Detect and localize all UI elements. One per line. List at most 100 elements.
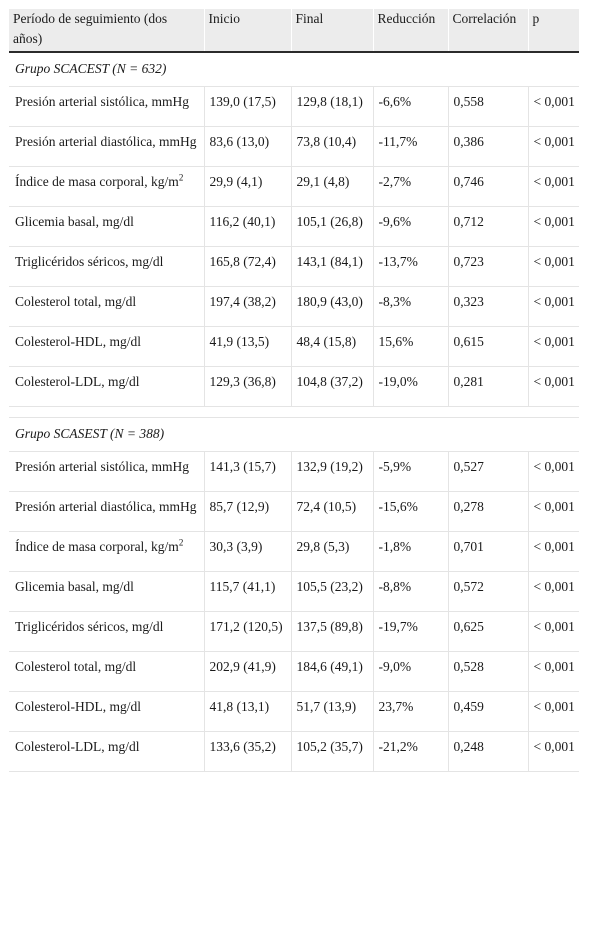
header-row: Período de seguimiento (dos años) Inicio…: [9, 9, 579, 53]
row-label: Presión arterial sistólica, mmHg: [9, 451, 205, 492]
row-label-text: Colesterol total, mg/dl: [15, 659, 137, 674]
cell-correlacion: 0,248: [448, 731, 529, 772]
table-row: Índice de masa corporal, kg/m2 30,3 (3,9)…: [9, 531, 579, 572]
table-row: Colesterol total, mg/dl 197,4 (38,2) 180,9…: [9, 286, 579, 327]
table-row: Colesterol-LDL, mg/dl 133,6 (35,2) 105,2 (…: [9, 731, 579, 772]
row-label-text: Colesterol-HDL, mg/dl: [15, 334, 141, 349]
row-label: Triglicéridos séricos, mg/dl: [9, 246, 205, 287]
row-label-superscript: 2: [178, 172, 184, 183]
row-label-text: Colesterol-LDL, mg/dl: [15, 739, 140, 754]
row-label-text: Índice de masa corporal, kg/m: [15, 539, 179, 554]
cell-inicio: 115,7 (41,1): [204, 571, 292, 612]
row-label-text: Presión arterial diastólica, mmHg: [15, 499, 197, 514]
cell-inicio: 41,8 (13,1): [204, 691, 292, 732]
table-row: Colesterol-HDL, mg/dl 41,9 (13,5) 48,4 (15…: [9, 326, 579, 367]
spacer-cell: [9, 406, 579, 418]
cell-final: 72,4 (10,5): [291, 491, 374, 532]
cell-reduccion: -8,3%: [373, 286, 449, 327]
cell-inicio: 197,4 (38,2): [204, 286, 292, 327]
group-spacer-row: [9, 406, 579, 418]
cell-reduccion: 15,6%: [373, 326, 449, 367]
table-row: Colesterol-LDL, mg/dl 129,3 (36,8) 104,8 (…: [9, 366, 579, 407]
table-row: Presión arterial sistólica, mmHg 141,3 (1…: [9, 451, 579, 492]
cell-final: 73,8 (10,4): [291, 126, 374, 167]
cell-reduccion: 23,7%: [373, 691, 449, 732]
cell-correlacion: 0,323: [448, 286, 529, 327]
cell-correlacion: 0,701: [448, 531, 529, 572]
cell-correlacion: 0,615: [448, 326, 529, 367]
cell-correlacion: 0,712: [448, 206, 529, 247]
row-label-text: Presión arterial diastólica, mmHg: [15, 134, 197, 149]
table-body: Grupo SCACEST (N = 632) Presión arterial …: [9, 52, 579, 772]
table-header: Período de seguimiento (dos años) Inicio…: [9, 9, 579, 53]
row-label-text: Triglicéridos séricos, mg/dl: [15, 254, 164, 269]
cell-p: < 0,001: [528, 451, 579, 492]
cell-final: 48,4 (15,8): [291, 326, 374, 367]
group-title: Grupo SCASEST (N = 388): [9, 417, 579, 452]
cell-p: < 0,001: [528, 731, 579, 772]
cell-final: 137,5 (89,8): [291, 611, 374, 652]
cell-inicio: 41,9 (13,5): [204, 326, 292, 367]
table-row: Glicemia basal, mg/dl 115,7 (41,1) 105,5 (…: [9, 571, 579, 612]
cell-inicio: 129,3 (36,8): [204, 366, 292, 407]
row-label-text: Colesterol total, mg/dl: [15, 294, 137, 309]
cell-p: < 0,001: [528, 691, 579, 732]
cell-correlacion: 0,281: [448, 366, 529, 407]
cell-final: 104,8 (37,2): [291, 366, 374, 407]
cell-correlacion: 0,625: [448, 611, 529, 652]
table-row: Presión arterial sistólica, mmHg 139,0 (1…: [9, 86, 579, 127]
cell-reduccion: -6,6%: [373, 86, 449, 127]
row-label-text: Colesterol-LDL, mg/dl: [15, 374, 140, 389]
cell-reduccion: -1,8%: [373, 531, 449, 572]
cell-p: < 0,001: [528, 531, 579, 572]
table-row: Triglicéridos séricos, mg/dl 171,2 (120,5…: [9, 611, 579, 652]
results-table: Período de seguimiento (dos años) Inicio…: [9, 9, 579, 772]
header-reduccion: Reducción: [373, 9, 449, 53]
row-label: Triglicéridos séricos, mg/dl: [9, 611, 205, 652]
cell-p: < 0,001: [528, 366, 579, 407]
cell-inicio: 116,2 (40,1): [204, 206, 292, 247]
row-label: Índice de masa corporal, kg/m2: [9, 531, 205, 572]
row-label-text: Presión arterial sistólica, mmHg: [15, 459, 189, 474]
cell-reduccion: -19,0%: [373, 366, 449, 407]
row-label: Índice de masa corporal, kg/m2: [9, 166, 205, 207]
cell-correlacion: 0,386: [448, 126, 529, 167]
cell-final: 105,2 (35,7): [291, 731, 374, 772]
row-label: Glicemia basal, mg/dl: [9, 571, 205, 612]
row-label: Glicemia basal, mg/dl: [9, 206, 205, 247]
cell-final: 105,1 (26,8): [291, 206, 374, 247]
cell-reduccion: -15,6%: [373, 491, 449, 532]
row-label: Presión arterial diastólica, mmHg: [9, 126, 205, 167]
row-label: Colesterol total, mg/dl: [9, 651, 205, 692]
table-row: Triglicéridos séricos, mg/dl 165,8 (72,4)…: [9, 246, 579, 287]
cell-p: < 0,001: [528, 246, 579, 287]
row-label-superscript: 2: [178, 537, 184, 548]
row-label-text: Triglicéridos séricos, mg/dl: [15, 619, 164, 634]
cell-p: < 0,001: [528, 286, 579, 327]
cell-correlacion: 0,723: [448, 246, 529, 287]
cell-final: 132,9 (19,2): [291, 451, 374, 492]
table-row: Glicemia basal, mg/dl 116,2 (40,1) 105,1 (…: [9, 206, 579, 247]
group-row: Grupo SCASEST (N = 388): [9, 417, 579, 452]
cell-inicio: 83,6 (13,0): [204, 126, 292, 167]
cell-correlacion: 0,527: [448, 451, 529, 492]
cell-reduccion: -2,7%: [373, 166, 449, 207]
group-title: Grupo SCACEST (N = 632): [9, 52, 579, 87]
row-label: Colesterol-HDL, mg/dl: [9, 691, 205, 732]
row-label: Colesterol total, mg/dl: [9, 286, 205, 327]
cell-inicio: 141,3 (15,7): [204, 451, 292, 492]
cell-inicio: 29,9 (4,1): [204, 166, 292, 207]
cell-p: < 0,001: [528, 491, 579, 532]
header-correlacion: Correlación: [448, 9, 529, 53]
cell-p: < 0,001: [528, 166, 579, 207]
cell-inicio: 202,9 (41,9): [204, 651, 292, 692]
row-label: Colesterol-LDL, mg/dl: [9, 366, 205, 407]
table-row: Índice de masa corporal, kg/m2 29,9 (4,1)…: [9, 166, 579, 207]
cell-p: < 0,001: [528, 571, 579, 612]
cell-correlacion: 0,558: [448, 86, 529, 127]
header-p: p: [528, 9, 579, 53]
cell-p: < 0,001: [528, 86, 579, 127]
cell-p: < 0,001: [528, 206, 579, 247]
cell-correlacion: 0,528: [448, 651, 529, 692]
row-label-text: Presión arterial sistólica, mmHg: [15, 94, 189, 109]
